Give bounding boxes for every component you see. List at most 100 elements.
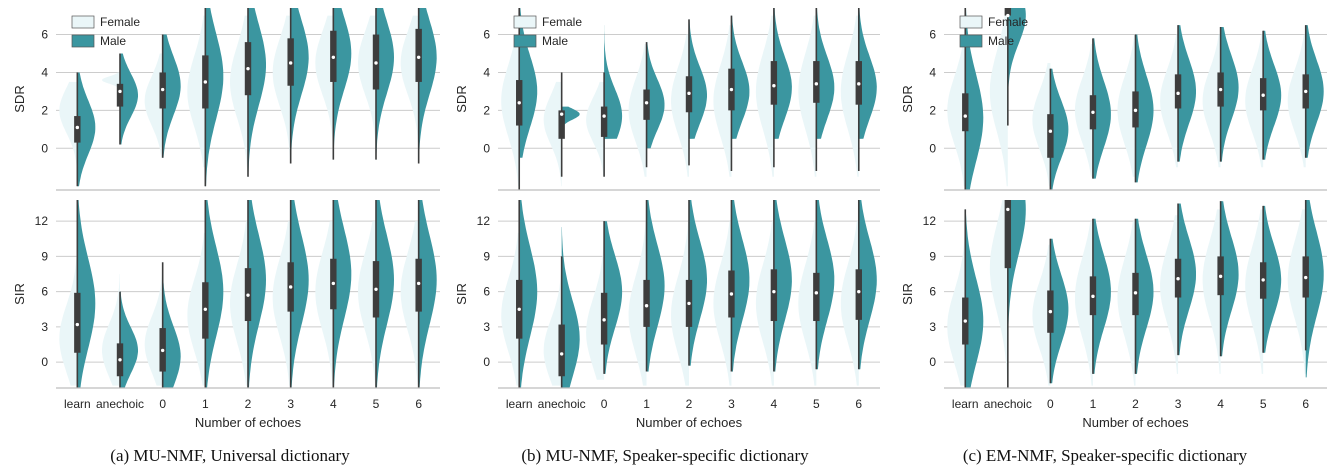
box-iqr: [1174, 74, 1182, 109]
box-median: [687, 91, 691, 96]
x-tick-label: learn: [952, 397, 979, 411]
legend-swatch-male: [71, 34, 95, 48]
y-tick-label: 12: [35, 214, 49, 228]
box-median: [288, 285, 293, 289]
box-median: [160, 87, 165, 92]
box-median: [772, 84, 776, 88]
x-tick-label: 6: [855, 397, 862, 411]
violin-male: [1178, 203, 1196, 356]
violins: [947, 200, 1324, 388]
violins: [947, 8, 1324, 190]
violin-male: [333, 8, 352, 160]
y-tick-label: 6: [41, 285, 48, 299]
legend-swatch-male: [959, 34, 983, 48]
box-median: [559, 352, 564, 356]
box-median: [602, 114, 606, 118]
y-tick-label: 12: [477, 214, 491, 228]
y-tick-label: 2: [929, 103, 936, 117]
violin-male: [376, 8, 394, 160]
violin-male: [1263, 30, 1282, 160]
violin-female: [144, 53, 163, 158]
box-iqr: [558, 324, 565, 377]
box-median: [517, 101, 521, 105]
violin-female: [272, 15, 291, 158]
violin-male: [77, 72, 96, 187]
violin-female: [1117, 34, 1136, 177]
legend: Female Male: [513, 15, 582, 48]
box-median: [331, 55, 336, 59]
x-tick-label: 6: [415, 397, 422, 411]
panel-sir: 0 3 6 9 12 SIR: [12, 200, 440, 389]
y-axis-label: SIR: [12, 283, 27, 305]
violin-female: [840, 15, 859, 177]
x-tick-label: learn: [506, 397, 533, 411]
violin-female: [1117, 221, 1136, 386]
panel-sdr: 0 2 4 6 SDR: [900, 8, 1327, 191]
legend-swatch-male: [513, 34, 537, 48]
violin-female: [543, 256, 562, 386]
box-median: [160, 348, 165, 353]
box-iqr: [643, 89, 650, 120]
x-tick-label: 5: [813, 397, 820, 411]
box-median: [814, 291, 819, 295]
violin-female: [400, 15, 419, 149]
x-tick-label: 1: [643, 397, 650, 411]
violin-male: [646, 42, 665, 149]
violin-female: [187, 232, 206, 386]
violin-female: [989, 15, 1008, 187]
box-median: [1048, 309, 1053, 314]
legend-swatch-female: [513, 15, 537, 29]
violin-male: [604, 25, 623, 139]
box-median: [644, 304, 649, 308]
box-median: [602, 318, 606, 322]
violin-male: [1135, 218, 1154, 374]
violin-male: [248, 200, 266, 388]
box-median: [1048, 129, 1053, 133]
violin-male: [604, 221, 623, 374]
box-iqr: [558, 110, 565, 139]
box-median: [374, 287, 378, 291]
y-tick-label: 6: [483, 285, 490, 299]
box-median: [1304, 89, 1308, 94]
panel-sir: 0 3 6 9 12 SIR: [900, 200, 1327, 389]
y-tick-label: 12: [923, 214, 937, 228]
box-median: [644, 101, 649, 105]
violin-male: [689, 200, 707, 366]
violin-male: [1007, 200, 1026, 388]
violin-female: [1160, 34, 1179, 168]
violin-male: [689, 19, 707, 139]
box-median: [963, 114, 967, 118]
legend-label-female: Female: [542, 15, 582, 29]
box-median: [1133, 291, 1138, 295]
violin-female: [272, 221, 291, 386]
y-tick-label: 0: [483, 355, 490, 369]
violin-male: [965, 209, 984, 388]
violin-female: [1032, 244, 1051, 386]
box-median: [772, 289, 776, 294]
violin-female: [230, 221, 248, 386]
box-median: [687, 301, 691, 306]
violin-male: [1305, 25, 1324, 158]
violin-female: [59, 81, 78, 177]
violin-male: [418, 200, 437, 388]
violin-male: [858, 200, 877, 370]
violin-male: [561, 106, 580, 130]
violin-female: [1160, 215, 1179, 374]
box-median: [118, 358, 122, 362]
violin-male: [773, 8, 792, 139]
y-tick-label: 6: [929, 285, 936, 299]
y-axis-label: SIR: [454, 283, 469, 305]
x-tick-label: 3: [1175, 397, 1182, 411]
y-axis-label: SDR: [12, 85, 27, 112]
box-iqr: [1004, 200, 1012, 269]
violin-female: [1202, 34, 1221, 168]
box-median: [729, 292, 734, 296]
violin-female: [586, 232, 605, 380]
box-iqr: [813, 61, 820, 103]
box-iqr: [770, 269, 778, 322]
y-tick-label: 9: [929, 249, 936, 263]
violin-male: [816, 200, 835, 370]
box-iqr: [813, 272, 820, 322]
y-tick-label: 9: [41, 249, 48, 263]
